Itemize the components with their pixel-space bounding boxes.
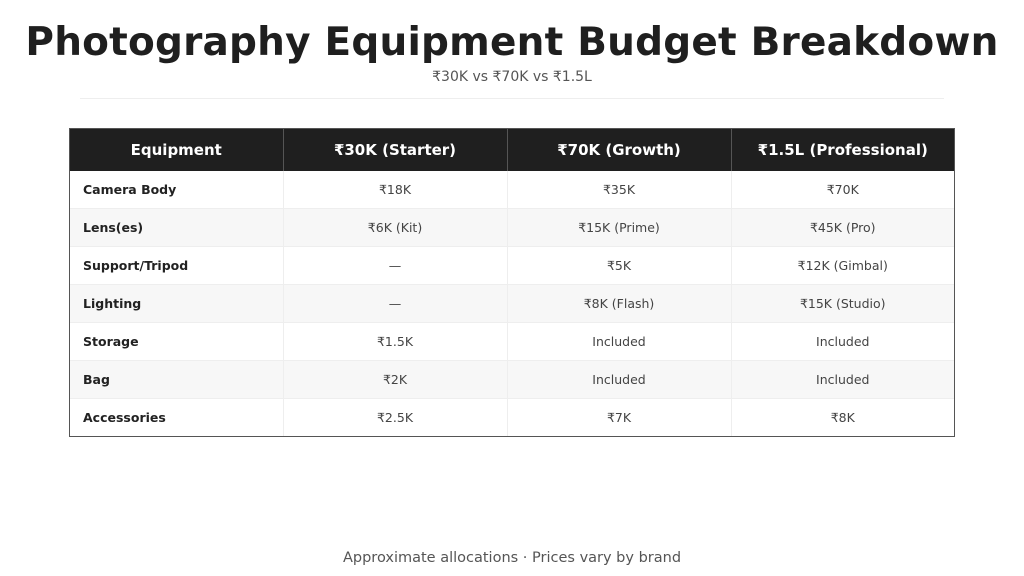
cell-professional: ₹70K <box>730 171 954 209</box>
cell-growth: ₹35K <box>506 171 731 209</box>
table-row: Bag ₹2K Included Included <box>70 360 954 399</box>
cell-starter: ₹1.5K <box>282 322 507 361</box>
table-row: Support/Tripod — ₹5K ₹12K (Gimbal) <box>70 246 954 285</box>
cell-professional: ₹8K <box>730 398 954 436</box>
cell-growth: ₹15K (Prime) <box>506 208 731 247</box>
page-title: Photography Equipment Budget Breakdown <box>25 20 999 65</box>
cell-growth: ₹8K (Flash) <box>506 284 731 323</box>
footer-note: Approximate allocations · Prices vary by… <box>342 550 682 566</box>
budget-table: Equipment ₹30K (Starter) ₹70K (Growth) ₹… <box>69 128 955 437</box>
page-subtitle: ₹30K vs ₹70K vs ₹1.5L <box>432 69 592 85</box>
row-label: Storage <box>70 322 283 361</box>
cell-growth: ₹5K <box>506 246 731 285</box>
cell-starter: — <box>282 284 507 323</box>
cell-starter: ₹2K <box>282 360 507 399</box>
cell-growth: Included <box>506 322 731 361</box>
cell-starter: ₹2.5K <box>282 398 507 436</box>
table-row: Accessories ₹2.5K ₹7K ₹8K <box>70 398 954 436</box>
cell-growth: Included <box>506 360 731 399</box>
table-row: Storage ₹1.5K Included Included <box>70 322 954 361</box>
row-label: Lighting <box>70 284 283 323</box>
cell-growth: ₹7K <box>506 398 731 436</box>
header-divider <box>80 98 944 99</box>
table-row: Camera Body ₹18K ₹35K ₹70K <box>70 171 954 209</box>
table-header-row: Equipment ₹30K (Starter) ₹70K (Growth) ₹… <box>70 129 954 171</box>
table-row: Lighting — ₹8K (Flash) ₹15K (Studio) <box>70 284 954 323</box>
row-label: Camera Body <box>70 171 283 209</box>
column-header-starter: ₹30K (Starter) <box>282 129 507 171</box>
row-label: Lens(es) <box>70 208 283 247</box>
row-label: Support/Tripod <box>70 246 283 285</box>
cell-professional: ₹45K (Pro) <box>730 208 954 247</box>
row-label: Accessories <box>70 398 283 436</box>
cell-starter: ₹18K <box>282 171 507 209</box>
cell-professional: ₹15K (Studio) <box>730 284 954 323</box>
cell-professional: Included <box>730 360 954 399</box>
column-header-professional: ₹1.5L (Professional) <box>730 129 954 171</box>
table-row: Lens(es) ₹6K (Kit) ₹15K (Prime) ₹45K (Pr… <box>70 208 954 247</box>
cell-professional: ₹12K (Gimbal) <box>730 246 954 285</box>
cell-professional: Included <box>730 322 954 361</box>
cell-starter: — <box>282 246 507 285</box>
column-header-equipment: Equipment <box>70 129 283 171</box>
column-header-growth: ₹70K (Growth) <box>506 129 731 171</box>
row-label: Bag <box>70 360 283 399</box>
cell-starter: ₹6K (Kit) <box>282 208 507 247</box>
